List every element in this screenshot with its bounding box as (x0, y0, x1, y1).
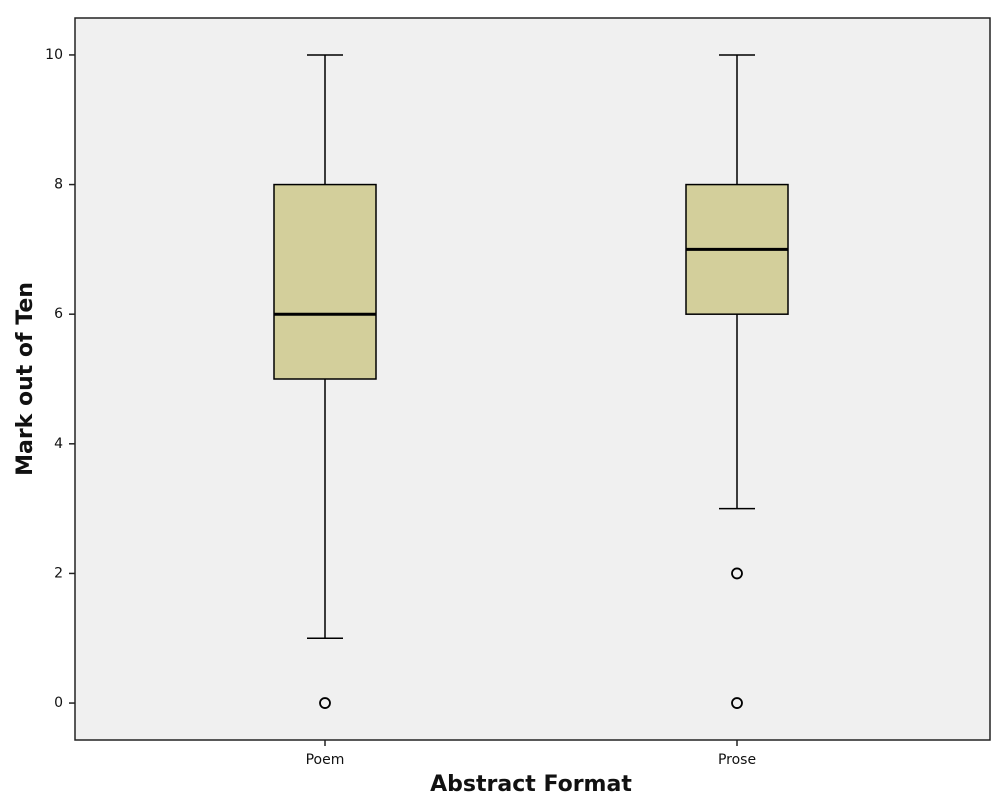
y-tick-label: 2 (54, 565, 63, 581)
y-tick-label: 4 (54, 436, 63, 452)
y-tick-label: 10 (45, 47, 63, 63)
y-axis-title: Mark out of Ten (13, 282, 38, 476)
x-axis-title: Abstract Format (430, 772, 632, 797)
outlier (319, 697, 331, 709)
box (273, 183, 377, 380)
y-tick-label: 8 (54, 177, 63, 193)
outlier (731, 567, 743, 580)
y-tick-label: 0 (54, 695, 63, 711)
x-tick-label: Prose (718, 752, 756, 768)
y-tick-label: 6 (54, 306, 63, 322)
plot-area (74, 17, 991, 741)
outlier (731, 697, 743, 709)
x-tick-label: Poem (306, 752, 345, 768)
